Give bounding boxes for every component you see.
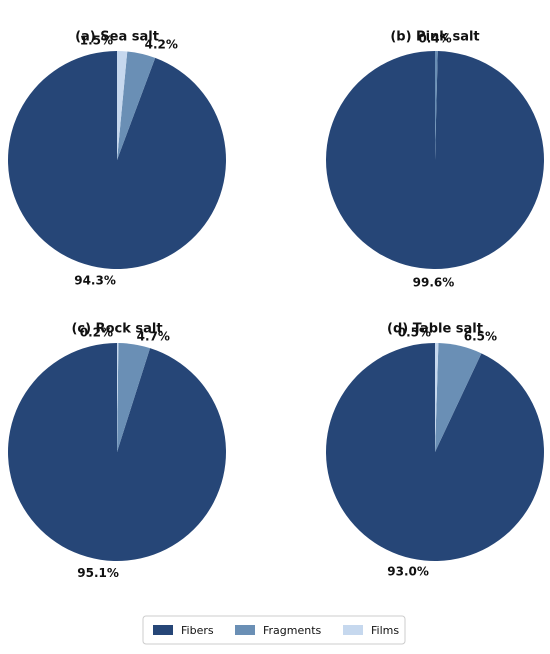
pie-slice (7, 343, 226, 561)
pie-slice (117, 343, 151, 452)
value-label: 93.0% (387, 565, 429, 579)
value-label: 4.2% (145, 38, 178, 52)
pie-slice (435, 343, 439, 452)
value-label: 0.2% (80, 326, 113, 340)
chart-title: (d) Table salt (387, 322, 483, 337)
value-label: 94.3% (74, 274, 116, 288)
pie-slice (7, 51, 226, 269)
chart-title: (c) Rock salt (71, 322, 162, 337)
pie-slice (435, 51, 438, 160)
pie-slice (435, 343, 482, 452)
legend-swatch (343, 625, 363, 635)
value-label: 1.5% (80, 34, 113, 48)
legend-swatch (153, 625, 173, 635)
value-label: 6.5% (464, 330, 497, 344)
pie-slice (117, 342, 119, 452)
pie-slice (117, 51, 128, 160)
legend-label: Fragments (263, 624, 322, 637)
chart-title: (b) Pink salt (390, 30, 479, 45)
value-label: 4.7% (137, 330, 170, 344)
pie-slice (117, 51, 156, 160)
legend-label: Fibers (181, 624, 214, 637)
chart-title: (a) Sea salt (75, 30, 159, 45)
legend-box (142, 615, 406, 645)
legend-swatch (235, 625, 255, 635)
value-label: 95.1% (77, 566, 119, 580)
value-label: 99.6% (413, 276, 455, 290)
legend-label: Films (371, 624, 399, 637)
value-label: 0.5% (398, 326, 431, 340)
value-label: 0.4% (418, 32, 451, 46)
pie-slice (325, 50, 544, 269)
